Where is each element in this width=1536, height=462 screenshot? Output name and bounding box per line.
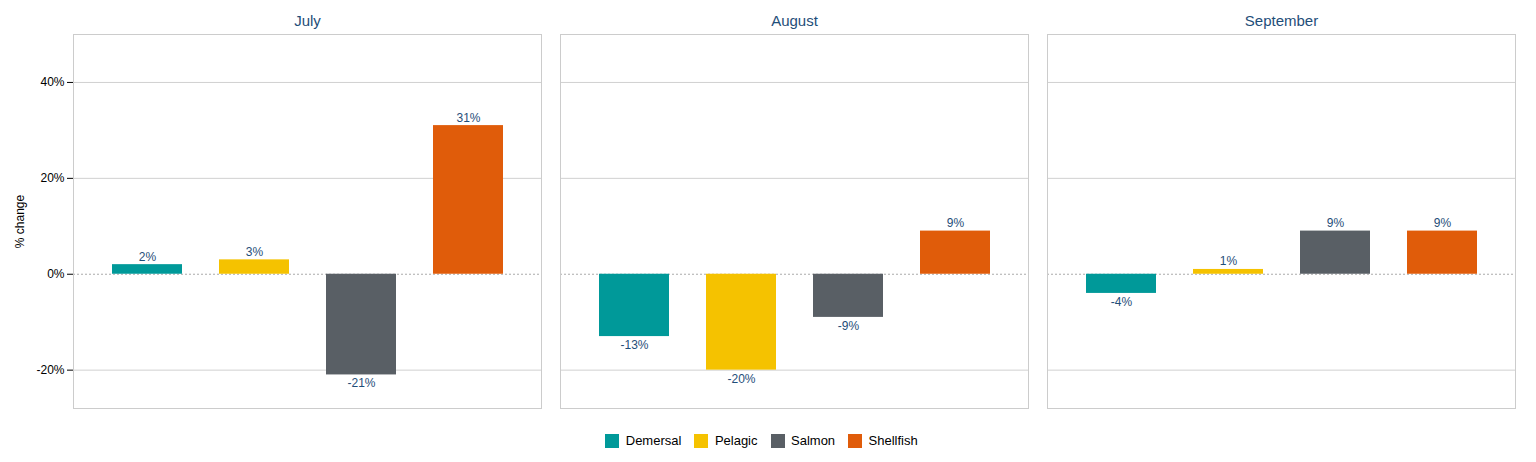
svg-text:0%: 0% [47, 267, 65, 281]
svg-text:-4%: -4% [1111, 295, 1133, 309]
svg-text:-20%: -20% [727, 372, 755, 386]
html-text:Salmon: Salmon [791, 433, 836, 448]
svg-text:-21%: -21% [347, 376, 375, 390]
svg-text:1%: 1% [1220, 254, 1238, 268]
html-text:Demersal: Demersal [625, 433, 682, 448]
svg-text:9%: 9% [947, 216, 965, 230]
svg-text:-13%: -13% [620, 338, 648, 352]
svg-text:September: September [1245, 12, 1318, 29]
svg-text:-9%: -9% [838, 319, 860, 333]
svg-text:20%: 20% [40, 171, 64, 185]
svg-text:40%: 40% [40, 75, 64, 89]
html-text:Pelagic: Pelagic [714, 433, 758, 448]
svg-text:9%: 9% [1327, 216, 1345, 230]
svg-text:9%: 9% [1434, 216, 1452, 230]
svg-text:31%: 31% [456, 111, 480, 125]
svg-text:-20%: -20% [36, 363, 64, 377]
svg-text:% change: % change [13, 194, 27, 248]
html-text:Shellfish: Shellfish [868, 433, 918, 448]
svg-text:2%: 2% [139, 250, 157, 264]
svg-text:August: August [771, 12, 819, 29]
svg-text:July: July [294, 12, 321, 29]
svg-text:3%: 3% [246, 245, 264, 259]
